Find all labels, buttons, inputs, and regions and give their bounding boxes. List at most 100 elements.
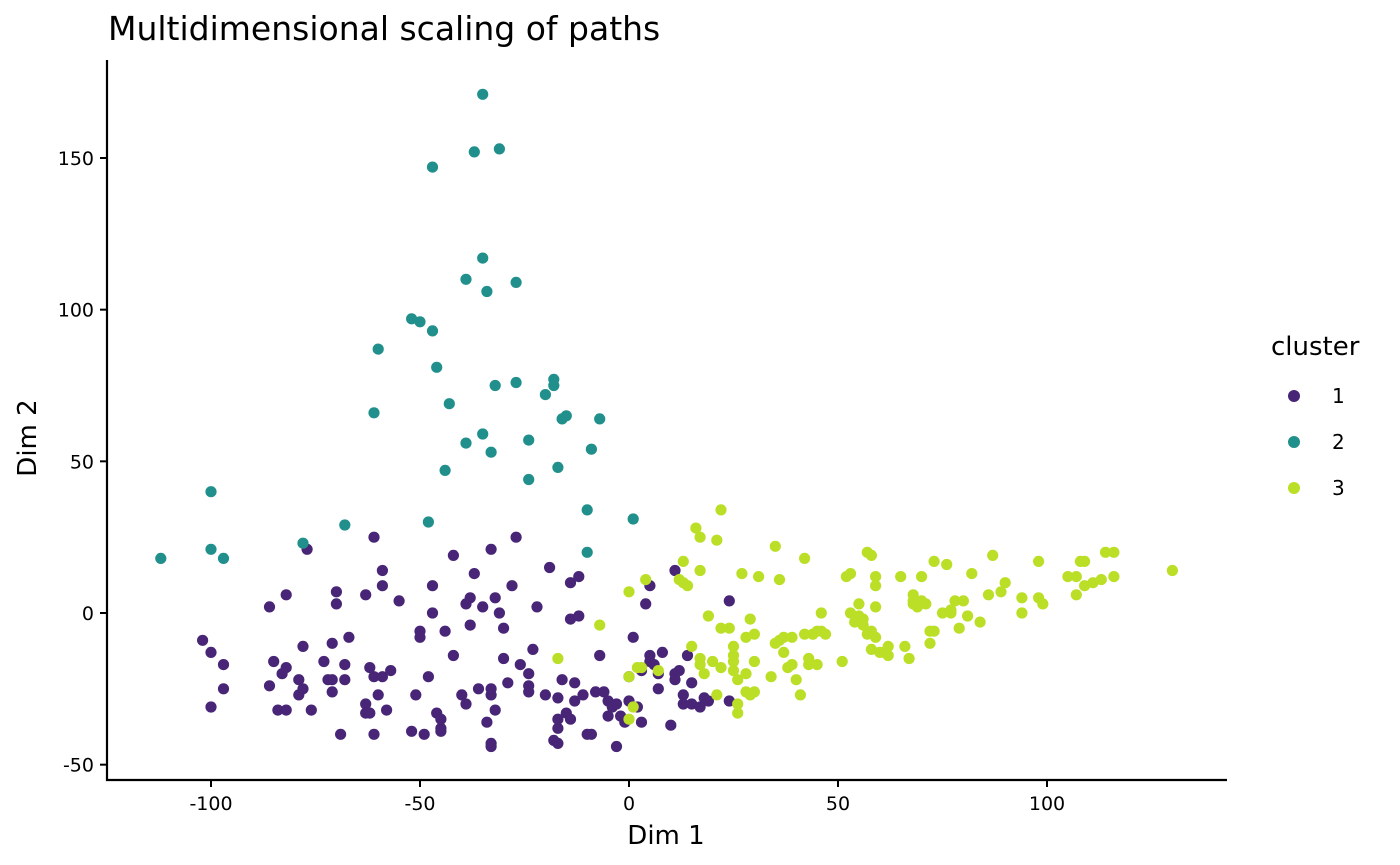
scatter-point-cluster-1-45 [406,725,418,737]
scatter-point-cluster-3-8 [640,574,652,586]
y-tick-label: 50 [70,451,94,473]
scatter-point-cluster-1-32 [360,589,372,601]
scatter-point-cluster-3-23 [711,689,723,701]
scatter-point-cluster-3-15 [690,522,702,534]
x-tick-label: 0 [623,793,635,815]
scatter-point-cluster-1-25 [330,586,342,598]
legend-key-cluster-1 [1288,390,1300,402]
scatter-point-cluster-1-41 [376,580,388,592]
scatter-point-cluster-3-22 [707,655,719,668]
scatter-point-cluster-3-13 [681,580,694,592]
x-tick-label: 100 [1029,793,1065,815]
scatter-point-cluster-3-123 [1037,598,1049,610]
scatter-point-cluster-1-14 [293,674,305,686]
scatter-point-cluster-3-56 [790,674,802,686]
scatter-point-cluster-2-15 [443,398,455,410]
scatter-point-cluster-1-51 [426,607,439,619]
scatter-point-cluster-3-114 [974,616,986,628]
scatter-point-cluster-1-5 [263,680,276,692]
scatter-point-cluster-2-28 [523,434,535,446]
scatter-point-cluster-3-31 [727,649,740,662]
scatter-point-cluster-1-48 [414,631,426,643]
scatter-point-cluster-1-134 [669,564,681,577]
scatter-point-cluster-3-128 [1079,555,1091,568]
scatter-point-cluster-3-4 [623,671,635,683]
scatter-point-cluster-2-39 [594,413,606,425]
scatter-point-cluster-1-61 [460,698,472,710]
scatter-point-cluster-2-18 [468,146,480,158]
scatter-point-cluster-2-1 [205,486,217,498]
legend-key-cluster-3 [1288,482,1300,494]
scatter-point-cluster-1-94 [552,713,564,725]
scatter-point-cluster-3-112 [962,610,974,622]
scatter-point-cluster-3-132 [1099,546,1112,558]
scatter-point-cluster-1-50 [422,671,434,683]
scatter-point-cluster-3-17 [694,564,706,577]
scatter-point-cluster-3-0 [552,652,564,665]
scatter-point-cluster-1-27 [339,674,351,686]
scatter-point-cluster-1-110 [602,710,614,722]
scatter-point-cluster-3-59 [799,552,811,565]
scatter-point-cluster-3-118 [999,577,1011,589]
scatter-point-cluster-3-52 [778,646,790,659]
scatter-point-cluster-1-26 [335,728,347,740]
scatter-point-cluster-3-103 [928,555,940,568]
scatter-point-cluster-1-28 [339,659,351,671]
scatter-point-cluster-1-88 [539,689,552,701]
scatter-point-cluster-2-37 [581,546,593,558]
scatter-point-cluster-3-124 [1062,571,1074,583]
scatter-point-cluster-3-19 [694,652,706,665]
scatter-point-cluster-2-23 [485,446,497,458]
scatter-point-cluster-3-32 [727,665,740,677]
scatter-point-cluster-3-111 [957,595,970,607]
scatter-point-cluster-1-2 [205,646,217,659]
scatter-point-cluster-1-36 [368,671,380,683]
scatter-point-cluster-3-106 [941,558,953,571]
scatter-point-cluster-1-92 [552,692,564,704]
scatter-point-cluster-1-81 [510,531,522,543]
scatter-point-cluster-1-100 [569,695,581,707]
scatter-point-cluster-1-145 [723,695,735,707]
scatter-point-cluster-3-85 [870,631,882,643]
scatter-point-cluster-1-11 [280,704,292,716]
scatter-point-cluster-3-55 [786,659,798,671]
scatter-point-cluster-2-29 [523,473,535,486]
scatter-point-cluster-1-137 [677,698,689,710]
scatter-point-cluster-3-113 [966,568,978,580]
scatter-point-cluster-1-143 [702,695,715,707]
scatter-point-cluster-3-68 [819,628,832,640]
scatter-point-cluster-1-103 [573,571,585,583]
scatter-point-cluster-1-106 [585,728,598,740]
scatter-point-cluster-3-37 [740,631,752,643]
scatter-point-cluster-3-134 [1108,571,1120,583]
scatter-point-cluster-2-38 [585,443,598,455]
scatter-point-cluster-1-114 [610,698,623,710]
scatter-point-cluster-2-7 [372,343,384,355]
scatter-point-cluster-2-35 [560,410,572,422]
scatter-point-cluster-1-86 [527,643,539,656]
scatter-point-cluster-1-72 [485,737,497,750]
y-axis-ticks: -50 0 50 100 150 [58,148,107,777]
scatter-point-cluster-1-68 [481,716,493,728]
scatter-point-cluster-1-38 [372,689,384,701]
scatter-point-cluster-1-109 [598,686,610,698]
scatter-point-cluster-3-126 [1070,589,1082,601]
scatter-point-cluster-1-21 [326,686,338,698]
scatter-point-cluster-3-42 [748,686,761,698]
x-tick-label: -50 [404,793,435,815]
scatter-point-cluster-3-80 [865,549,878,562]
scatter-point-cluster-2-26 [510,376,522,389]
x-axis-title: Dim 1 [627,821,704,851]
scatter-point-cluster-3-25 [715,622,727,634]
scatter-point-cluster-3-16 [694,531,706,543]
scatter-point-cluster-1-55 [435,713,447,725]
scatter-point-cluster-2-36 [581,504,593,516]
scatter-point-cluster-3-105 [936,607,949,619]
scatter-point-cluster-3-121 [1033,555,1045,568]
scatter-point-cluster-1-64 [464,592,476,604]
y-tick-label: 100 [58,300,94,322]
scatter-point-cluster-3-84 [870,580,882,592]
scatter-point-cluster-1-0 [197,634,209,646]
scatter-point-cluster-1-39 [376,671,388,683]
scatter-point-cluster-1-10 [280,662,292,674]
